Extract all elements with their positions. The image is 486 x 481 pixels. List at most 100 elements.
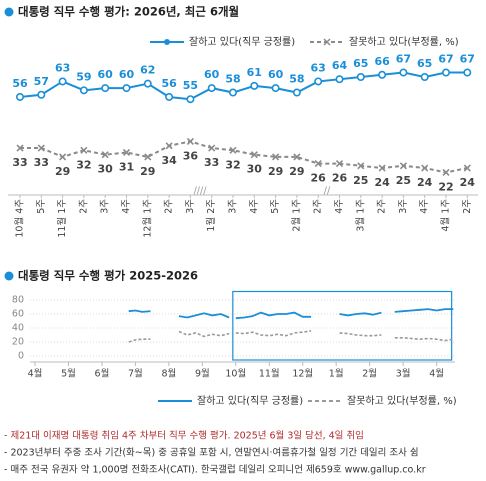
x-tick-label: 3주 bbox=[398, 199, 409, 214]
footnote: - 2023년부터 주중 조사 기간(화~목) 중 공휴일 포함 시, 연말연시… bbox=[4, 447, 419, 459]
x-tick-label: 2주 bbox=[164, 199, 175, 214]
point bbox=[186, 137, 194, 145]
x-tick-label: 4주 bbox=[334, 199, 345, 214]
x-tick-label: 4월 bbox=[28, 368, 43, 380]
point bbox=[59, 153, 67, 161]
value-label: 65 bbox=[353, 57, 368, 70]
y-tick-label: 20 bbox=[12, 337, 24, 348]
value-label: 56 bbox=[12, 77, 28, 90]
point bbox=[122, 148, 131, 157]
x-tick-label: 3월 1주 bbox=[354, 199, 366, 232]
point bbox=[229, 146, 237, 154]
legend-label: 잘못하고 있다(부정률, %) bbox=[349, 35, 459, 48]
value-label: 33 bbox=[12, 156, 27, 169]
value-label: 60 bbox=[268, 68, 284, 81]
point bbox=[421, 164, 429, 172]
x-tick-label: 6월 bbox=[95, 368, 110, 380]
x-tick-label: 5주 bbox=[270, 199, 281, 214]
value-label: 56 bbox=[161, 77, 177, 90]
value-label: 63 bbox=[311, 61, 326, 74]
point bbox=[314, 160, 322, 168]
point bbox=[272, 153, 280, 161]
value-label: 60 bbox=[204, 68, 220, 81]
point bbox=[442, 168, 450, 177]
value-label: 32 bbox=[76, 158, 91, 171]
legend-label: 잘하고 있다(직무 긍정률) bbox=[189, 35, 295, 48]
point bbox=[293, 153, 301, 161]
point bbox=[292, 88, 301, 97]
point bbox=[399, 162, 407, 170]
point bbox=[165, 142, 173, 150]
value-label: 22 bbox=[438, 180, 453, 193]
point bbox=[335, 75, 344, 84]
legend-label: 잘못하고 있다(부정률, %) bbox=[347, 394, 457, 407]
chart-title: 대통령 직무 수행 평가: 2026년, 최근 6개월 bbox=[18, 5, 239, 19]
legend-marker bbox=[164, 39, 170, 45]
value-label: 61 bbox=[247, 66, 262, 79]
value-label: 26 bbox=[332, 172, 348, 185]
value-label: 24 bbox=[460, 176, 476, 189]
point bbox=[250, 81, 259, 90]
x-tick-label: 4주 bbox=[419, 199, 430, 214]
value-label: 24 bbox=[417, 176, 433, 189]
value-label: 29 bbox=[268, 165, 283, 178]
value-label: 65 bbox=[417, 57, 432, 70]
x-tick-label: 10월 bbox=[225, 368, 246, 380]
point bbox=[250, 151, 258, 159]
x-tick-label: 3주 bbox=[100, 199, 111, 214]
x-tick-label: 4주 bbox=[249, 199, 260, 214]
point bbox=[399, 68, 408, 77]
value-label: 60 bbox=[98, 68, 114, 81]
value-label: 64 bbox=[332, 59, 348, 72]
point bbox=[463, 68, 472, 77]
value-label: 33 bbox=[204, 156, 219, 169]
point bbox=[58, 77, 67, 86]
value-label: 25 bbox=[396, 174, 411, 187]
point bbox=[208, 144, 216, 152]
x-tick-label: 11월 bbox=[259, 368, 280, 380]
point bbox=[420, 73, 429, 82]
point bbox=[37, 90, 46, 99]
x-tick-label: 8월 bbox=[161, 368, 176, 380]
bullet bbox=[4, 7, 14, 17]
point bbox=[186, 95, 195, 104]
value-label: 67 bbox=[438, 53, 453, 66]
point bbox=[229, 88, 238, 97]
value-label: 24 bbox=[374, 176, 390, 189]
value-label: 57 bbox=[34, 75, 49, 88]
x-tick-label: 3월 bbox=[396, 368, 411, 380]
footnote: - 제21대 이재명 대통령 취임 4주 차부터 직무 수행 평가. 2025년… bbox=[4, 430, 364, 442]
series-line bbox=[20, 140, 468, 174]
value-label: 62 bbox=[140, 64, 155, 77]
series-line bbox=[128, 330, 454, 343]
value-label: 58 bbox=[225, 73, 240, 86]
value-label: 29 bbox=[55, 165, 70, 178]
point bbox=[144, 153, 152, 161]
x-tick-label: 11월 1주 bbox=[56, 199, 68, 238]
x-tick-label: 1월 bbox=[329, 368, 344, 380]
x-tick-label: 5월 bbox=[61, 368, 76, 380]
x-tick-label: 5주 bbox=[36, 199, 47, 214]
point bbox=[314, 77, 323, 86]
x-tick-label: 2주 bbox=[313, 199, 324, 214]
chart-title: 대통령 직무 수행 평가 2025-2026 bbox=[18, 269, 198, 283]
x-tick-label: 2주 bbox=[78, 199, 89, 214]
point bbox=[357, 162, 365, 170]
footnote: - 매주 전국 유권자 약 1,000명 전화조사(CATI). 한국갤럽 데일… bbox=[4, 464, 426, 476]
x-tick-label: 2월 bbox=[362, 368, 377, 380]
value-label: 66 bbox=[374, 55, 390, 68]
x-tick-label: 9월 bbox=[195, 368, 210, 380]
point bbox=[80, 146, 88, 154]
value-label: 29 bbox=[140, 165, 155, 178]
series-line bbox=[128, 308, 454, 320]
point bbox=[101, 151, 109, 159]
point bbox=[143, 79, 152, 88]
legend-label: 잘하고 있다(직무 긍정률) bbox=[197, 394, 303, 407]
x-tick-label: 12월 1주 bbox=[141, 199, 153, 238]
value-label: 55 bbox=[183, 79, 198, 92]
value-label: 67 bbox=[396, 53, 411, 66]
point bbox=[335, 160, 344, 168]
y-tick-label: 40 bbox=[12, 323, 24, 334]
value-label: 63 bbox=[55, 61, 70, 74]
